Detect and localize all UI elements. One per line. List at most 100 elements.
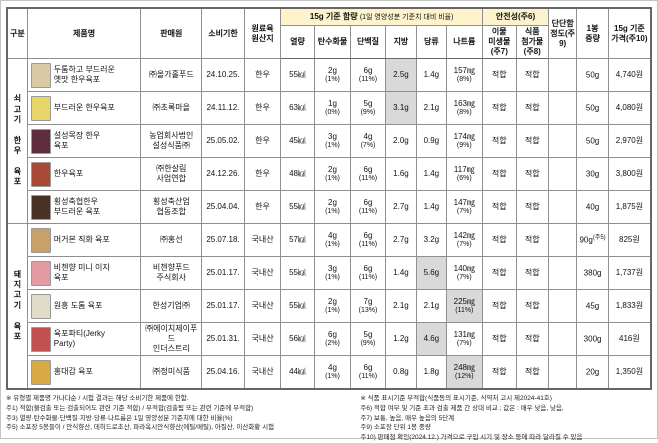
expiry-date: 24.12.26.: [201, 157, 245, 191]
carb-value: 2g: [328, 164, 337, 174]
protein-pct: (13%): [358, 306, 378, 314]
expiry-date: 25.04.04.: [201, 190, 245, 224]
product-name: 횡성축협한우 부드러운 육포: [53, 197, 101, 216]
carb-cell: 4g (1%): [313, 223, 352, 257]
carb-pct: (1%): [325, 174, 340, 182]
sodium-value: 163㎎: [453, 98, 475, 108]
price-cell: 1,875원: [607, 190, 652, 224]
hardness-cell: [547, 322, 578, 356]
foreign-matter-cell: 적합: [482, 58, 517, 92]
carb-value: 1g: [328, 98, 337, 108]
foreign-matter-cell: 적합: [482, 223, 517, 257]
kcal-cell: 55㎉: [280, 289, 315, 323]
product-cell: 설성목장 한우 육포: [26, 124, 142, 158]
seller-name: 비첸향푸드 주식회사: [140, 256, 203, 290]
hardness-cell: [547, 91, 578, 125]
carb-pct: (2%): [325, 339, 340, 347]
protein-value: 7g: [363, 296, 373, 306]
sodium-value: 131㎎: [453, 329, 475, 339]
seller-name: 횡성축산업 협동조합: [140, 190, 203, 224]
product-name: 부드러운 한우육포: [53, 103, 115, 113]
protein-value: 6g: [363, 263, 373, 273]
header-row-1: 구분 제품명 판매원 소비기한 원료육 원산지 15g 기준 함량 (1일 영양…: [6, 7, 652, 59]
carb-cell: 4g (1%): [313, 355, 352, 390]
fat-cell: 2.7g: [384, 190, 418, 224]
col-header-sodium: 나트륨: [445, 25, 484, 59]
price-cell: 4,740원: [607, 58, 652, 92]
sodium-cell: 131㎎ (7%): [445, 322, 484, 356]
col-header-price: 15g 기준 가격(주10): [607, 7, 652, 59]
kcal-cell: 55㎉: [280, 58, 315, 92]
col-header-category: 구분: [6, 7, 28, 59]
header-row-2: 열량 탄수화물 단백질 지방 당류 나트륨 이물 미생물(주7) 식품 첨가물(…: [7, 25, 651, 59]
weight-cell: 380g: [576, 256, 609, 290]
additives-cell: 적합: [515, 355, 549, 390]
col-header-fat: 지방: [384, 25, 418, 59]
carb-cell: 2g (1%): [313, 157, 352, 191]
product-cell: 머거본 직화 육포: [26, 223, 142, 257]
expiry-date: 25.01.31.: [201, 322, 245, 356]
product-name: 설성목장 한우 육포: [53, 131, 101, 150]
weight-value: 45g: [585, 301, 600, 311]
carb-pct: (1%): [325, 273, 340, 281]
protein-cell: 6g (11%): [350, 157, 386, 191]
note-line: 주5) 소포장 5봉들이 / 안식향산, 데히드로초산, 파라옥시안식향산(에틸…: [6, 424, 275, 432]
price-cell: 1,350원: [607, 355, 652, 390]
protein-pct: (9%): [360, 108, 376, 116]
sodium-value: 248㎎: [453, 362, 475, 372]
protein-pct: (11%): [358, 174, 378, 182]
kcal-cell: 63㎉: [280, 91, 315, 125]
carb-pct: (1%): [325, 75, 340, 83]
protein-pct: (9%): [360, 339, 376, 347]
carb-cell: 3g (1%): [313, 256, 352, 290]
carb-pct: (0%): [325, 108, 340, 116]
carb-cell: 2g (1%): [313, 190, 352, 224]
price-cell: 1,833원: [607, 289, 652, 323]
seller-name: ㈜홍선: [140, 223, 203, 257]
sodium-value: 225㎎: [453, 296, 475, 306]
weight-cell: 40g: [576, 190, 609, 224]
protein-value: 5g: [363, 329, 373, 339]
expiry-date: 25.01.17.: [201, 256, 245, 290]
weight-cell: 50g: [576, 58, 609, 92]
weight-cell: 45g: [576, 289, 609, 323]
protein-cell: 6g (11%): [350, 256, 386, 290]
expiry-date: 25.07.18.: [201, 223, 245, 257]
sodium-cell: 117㎎ (6%): [445, 157, 484, 191]
carb-value: 4g: [328, 230, 337, 240]
sugar-cell: 1.4g: [416, 190, 447, 224]
table-row: 한우육포 ㈜한살림 사업연합 24.12.26. 한우 48㎉ 2g (1%) 6…: [7, 157, 652, 191]
fat-cell: 1.6g: [384, 157, 418, 191]
product-image: [30, 326, 51, 352]
kcal-cell: 55㎉: [280, 190, 315, 224]
foreign-matter-cell: 적합: [482, 256, 517, 290]
col-header-origin: 원료육 원산지: [243, 7, 282, 59]
note-line: 주6) 적합 여부 및 기준 초과 검출 제품 간 상대 비교 ; 값은 : 매…: [360, 404, 564, 412]
product-image: [30, 359, 51, 385]
protein-pct: (11%): [358, 273, 378, 281]
origin: 한우: [243, 157, 282, 191]
footnotes: ※ 유형별 제품명 가나다순 / 시험 결과는 해당 소비기한 제품에 한함. …: [6, 394, 652, 443]
protein-pct: (7%): [360, 141, 376, 149]
price-cell: 416원: [607, 322, 652, 356]
origin: 한우: [243, 124, 282, 158]
carb-cell: 1g (0%): [313, 91, 352, 125]
sodium-value: 142㎎: [453, 230, 475, 240]
category-label-beef: 쇠 고 기 한 우 육 포: [6, 58, 28, 224]
sugar-cell: 2.1g: [416, 91, 447, 125]
product-name: 육포파티(Jerky Party): [53, 329, 105, 348]
foreign-matter-cell: 적합: [482, 157, 517, 191]
carb-pct: (1%): [325, 372, 340, 380]
protein-cell: 4g (7%): [350, 124, 386, 158]
protein-cell: 5g (9%): [350, 322, 386, 356]
note-line: ※ 유형별 제품명 가나다순 / 시험 결과는 해당 소비기한 제품에 한함.: [6, 395, 189, 402]
product-cell: 비첸향 미니 이지 육포: [26, 256, 142, 290]
fat-cell: 1.2g: [384, 322, 418, 356]
expiry-date: 25.01.17.: [201, 289, 245, 323]
sodium-pct: (11%): [455, 306, 474, 314]
product-cell: 원흥 도톰 육포: [26, 289, 142, 323]
protein-cell: 7g (13%): [350, 289, 386, 323]
hardness-cell: [547, 157, 578, 191]
sodium-cell: 147㎎ (7%): [445, 190, 484, 224]
kcal-cell: 56㎉: [280, 322, 315, 356]
